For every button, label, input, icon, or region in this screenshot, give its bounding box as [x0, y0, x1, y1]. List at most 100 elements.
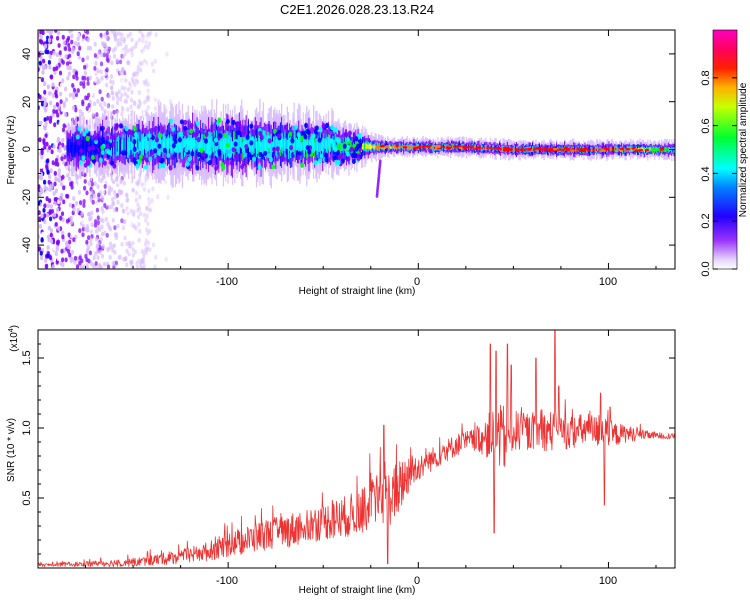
heatmap-cell — [591, 148, 593, 151]
heatmap-cell — [467, 146, 469, 149]
heatmap-cell — [129, 104, 133, 110]
heatmap-cell — [532, 147, 534, 151]
heatmap-cell — [252, 192, 256, 197]
spectrogram-xlabel: Height of straight line (km) — [299, 286, 416, 297]
heatmap-cell — [54, 176, 58, 182]
heatmap-cell — [56, 256, 61, 262]
heatmap-cell — [397, 145, 399, 149]
heatmap-cell — [185, 139, 187, 150]
heatmap-cell — [103, 230, 107, 236]
heatmap-cell — [406, 145, 408, 148]
heatmap-cell — [136, 65, 140, 70]
colorbar-frame — [712, 29, 738, 270]
heatmap-cell — [133, 107, 137, 113]
heatmap-cell — [102, 261, 106, 267]
heatmap-cell — [96, 215, 100, 221]
heatmap-cell — [190, 142, 193, 153]
heatmap-cell — [105, 139, 107, 150]
heatmap-cell — [161, 139, 163, 153]
heatmap-cell — [120, 32, 124, 38]
heatmap-cell — [219, 138, 221, 150]
heatmap-cell — [85, 239, 89, 245]
heatmap-cell — [130, 141, 132, 150]
heatmap-cell — [274, 102, 278, 107]
heatmap-cell — [225, 142, 230, 148]
heatmap-cell — [212, 139, 214, 153]
heatmap-cell — [346, 156, 351, 162]
heatmap-cell — [141, 257, 145, 263]
heatmap-cell — [673, 148, 675, 152]
heatmap-cell — [80, 111, 84, 117]
heatmap-cell — [195, 140, 197, 151]
heatmap-cell — [163, 137, 165, 148]
heatmap-cell — [430, 146, 432, 150]
heatmap-cell — [61, 262, 65, 268]
heatmap-cell — [282, 137, 284, 149]
heatmap-cell — [362, 102, 365, 107]
heatmap-cell — [133, 249, 137, 255]
heatmap-cell — [96, 220, 100, 226]
heatmap-cell — [55, 66, 59, 71]
heatmap-cell — [230, 141, 233, 153]
heatmap-cell — [89, 195, 93, 201]
heatmap-cell — [536, 148, 538, 152]
heatmap-cell — [522, 147, 525, 151]
heatmap-cell — [137, 138, 139, 149]
heatmap-cell — [161, 163, 166, 169]
heatmap-cell — [559, 147, 561, 151]
heatmap-cell — [510, 97, 514, 102]
heatmap-cell — [546, 148, 549, 152]
heatmap-cell — [370, 144, 372, 150]
heatmap-cell — [271, 141, 274, 153]
heatmap-cell — [562, 148, 565, 152]
heatmap-cell — [622, 148, 624, 152]
heatmap-cell — [187, 156, 192, 162]
heatmap-cell — [431, 146, 433, 150]
heatmap-cell — [83, 141, 85, 150]
heatmap-cell — [155, 137, 159, 143]
heatmap-cell — [122, 36, 126, 42]
heatmap-cell — [480, 115, 484, 120]
heatmap-cell — [316, 142, 318, 151]
heatmap-cell — [630, 148, 632, 151]
heatmap-cell — [165, 138, 168, 151]
heatmap-cell — [138, 263, 143, 268]
heatmap-cell — [83, 185, 87, 191]
heatmap-cell — [140, 257, 144, 263]
heatmap-cell — [203, 140, 205, 151]
heatmap-cell — [71, 91, 75, 97]
heatmap-cell — [146, 141, 148, 151]
heatmap-cell — [659, 147, 665, 150]
heatmap-cell — [104, 216, 108, 222]
heatmap-cell — [46, 169, 50, 175]
heatmap-cell — [163, 185, 167, 190]
heatmap-cell — [184, 139, 189, 145]
heatmap-cell — [336, 138, 340, 144]
heatmap-cell — [324, 189, 327, 193]
heatmap-cell — [135, 180, 139, 186]
heatmap-cell — [650, 147, 652, 151]
heatmap-cell — [54, 30, 58, 33]
heatmap-cell — [298, 89, 302, 93]
heatmap-cell — [44, 121, 48, 126]
heatmap-cell — [139, 249, 143, 254]
heatmap-cell — [510, 170, 513, 175]
heatmap-cell — [66, 37, 70, 43]
heatmap-cell — [87, 181, 91, 186]
heatmap-cell — [120, 78, 124, 84]
heatmap-cell — [136, 138, 138, 147]
heatmap-cell — [229, 160, 234, 166]
heatmap-cell — [68, 252, 72, 258]
heatmap-cell — [294, 138, 296, 150]
heatmap-cell — [140, 32, 144, 38]
heatmap-cell — [641, 147, 643, 151]
heatmap-cell — [408, 146, 411, 149]
heatmap-cell — [289, 137, 291, 151]
heatmap-cell — [156, 150, 161, 156]
heatmap-cell — [419, 180, 423, 185]
heatmap-cell — [649, 147, 651, 151]
heatmap-cell — [78, 109, 82, 114]
heatmap-cell — [502, 147, 504, 151]
heatmap-cell — [544, 147, 549, 150]
heatmap-cell — [148, 228, 152, 234]
